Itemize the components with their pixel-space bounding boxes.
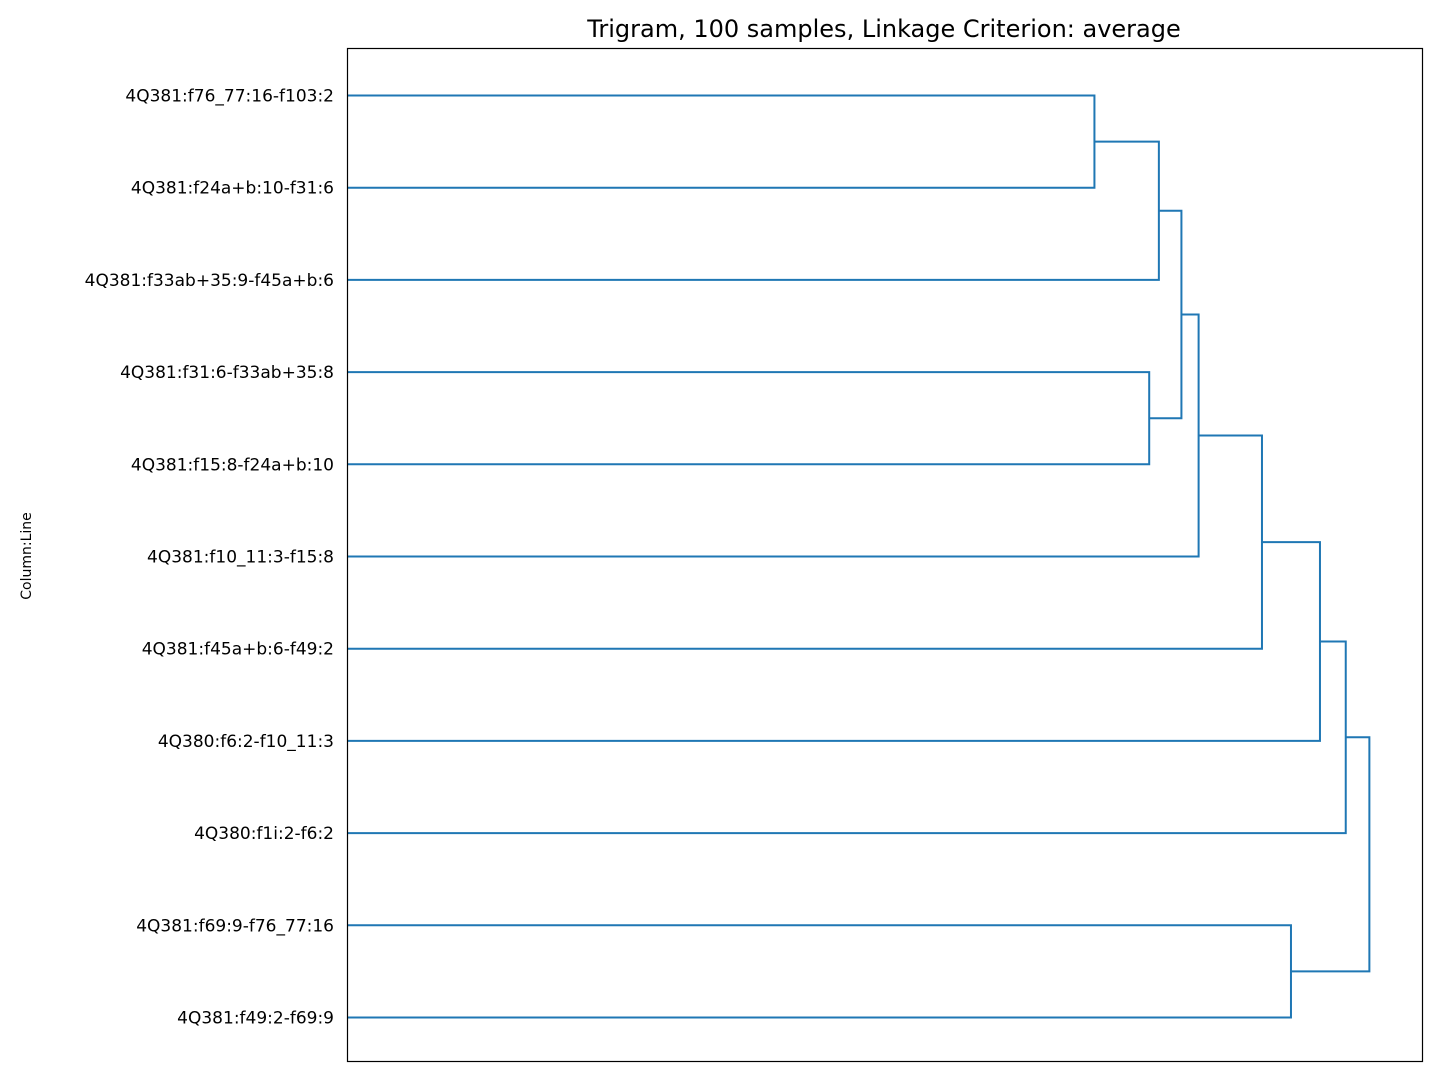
dendrogram-links	[348, 94, 1371, 1019]
dendrogram-link-9	[1290, 736, 1371, 973]
y-axis-label: Column:Line	[19, 512, 35, 600]
dendrogram-link-7	[348, 541, 1321, 742]
leaf-label: 4Q381:f69:9-f76_77:16	[136, 916, 334, 936]
leaf-label: 4Q381:f33ab+35:9-f45a+b:6	[85, 271, 334, 291]
dendrogram-link-1	[348, 371, 1151, 466]
leaf-labels: 4Q381:f76_77:16-f103:2 4Q381:f24a+b:10-f3…	[85, 87, 334, 1029]
leaf-label: 4Q380:f1i:2-f6:2	[194, 824, 334, 844]
chart-title: Trigram, 100 samples, Linkage Criterion:…	[586, 15, 1181, 43]
dendrogram-link-4	[348, 313, 1200, 558]
leaf-label: 4Q380:f6:2-f10_11:3	[158, 732, 334, 752]
dendrogram-link-2	[348, 140, 1160, 281]
leaf-label: 4Q381:f24a+b:10-f31:6	[131, 179, 334, 199]
leaf-label: 4Q381:f31:6-f33ab+35:8	[120, 363, 334, 383]
dendrogram-link-5	[348, 924, 1292, 1019]
plot-frame	[346, 47, 1424, 1063]
dendrogram-link-8	[348, 640, 1347, 835]
leaf-label: 4Q381:f49:2-f69:9	[177, 1009, 334, 1029]
leaf-label: 4Q381:f45a+b:6-f49:2	[142, 640, 334, 660]
dendrogram-link-3	[1149, 209, 1183, 420]
leaf-label: 4Q381:f76_77:16-f103:2	[125, 87, 334, 107]
leaf-label: 4Q381:f10_11:3-f15:8	[147, 548, 334, 568]
dendrogram-link-6	[348, 434, 1263, 650]
dendrogram-link-0	[348, 94, 1096, 189]
leaf-label: 4Q381:f15:8-f24a+b:10	[131, 455, 334, 475]
